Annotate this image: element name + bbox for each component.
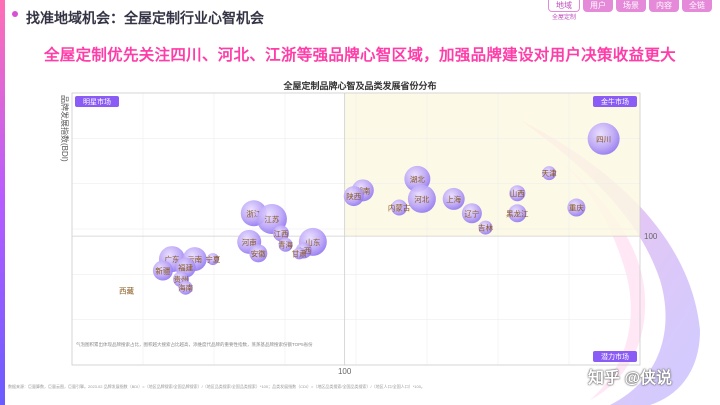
bubble-label: 山东	[305, 237, 320, 247]
bubble-point	[152, 260, 173, 281]
bubble-point	[273, 225, 290, 242]
bubble-label: 吉林	[478, 223, 493, 233]
nav-tab-scene[interactable]: 场景	[616, 0, 646, 12]
bubble-label: 上海	[446, 194, 461, 204]
bubble-label: 湖北	[410, 175, 425, 184]
bubble-point	[509, 185, 526, 202]
bubble-point	[587, 122, 620, 155]
page-title: 找准地域机会：全屋定制行业心智机会	[26, 10, 264, 26]
swoosh-shape	[520, 120, 700, 405]
bubble-label: 天津	[542, 169, 557, 178]
bubble-point	[478, 220, 493, 235]
bubble-label: 内蒙古	[388, 203, 411, 213]
title-bullet-icon	[12, 11, 18, 17]
bubble-label: 广东	[164, 254, 179, 264]
bubble-label: 黑龙江	[506, 208, 529, 218]
bubble-label: 福建	[178, 263, 193, 273]
bubble-label: 河南	[242, 237, 257, 247]
bubble-label: 西藏	[119, 286, 134, 296]
plot-frame	[71, 92, 641, 366]
bubble-label: 辽宁	[464, 208, 479, 218]
nav-tab-region-label: 地域	[556, 1, 572, 10]
bubble-point	[442, 187, 465, 210]
chart-footnote: 气泡图积累出体现品牌搜索占比，图积越大搜索占比越高，添维度代品牌的重要性指数，蒸…	[76, 342, 313, 347]
bubble-label: 四川	[596, 135, 611, 144]
bubble-point	[178, 280, 193, 295]
bubble-point	[508, 204, 527, 223]
bubble-label: 甘肃	[292, 248, 307, 258]
x-tick-label: 100	[338, 367, 352, 376]
bubble-label: 贵州	[174, 274, 189, 284]
nav-tab-fullchain[interactable]: 全链	[682, 0, 712, 12]
bubble-point	[278, 237, 293, 252]
bubble-label: 宁夏	[205, 254, 220, 264]
bubble-label: 浙江	[246, 208, 261, 218]
quadrant-label-cashcow-bg	[593, 96, 637, 107]
bubble-label: 海南	[178, 283, 193, 293]
nav-tab-region[interactable]: 地域 全屋定制	[548, 0, 580, 21]
quadrant-highlight	[344, 93, 640, 237]
watermark: 知乎 @侠说	[588, 370, 673, 387]
bubble-label: 河北	[414, 195, 429, 204]
nav-tab-user[interactable]: 用户	[583, 0, 613, 12]
bubble-label: 山西	[510, 188, 525, 198]
bubble-label: 江苏	[264, 214, 279, 224]
bubble-point	[206, 253, 219, 266]
quadrant-label-star-bg	[75, 96, 119, 107]
top-nav: 地域 全屋定制 用户 场景 内容 全链	[548, 0, 712, 21]
quadrant-label-potential: 潜力市场	[601, 352, 629, 361]
bubble-label: 湖南	[355, 185, 370, 195]
bubble-label: 江西	[274, 229, 289, 238]
bubble-point	[343, 186, 364, 207]
quadrant-label-star: 明星市场	[83, 97, 111, 106]
quadrant-label-cashcow: 金牛市场	[601, 97, 629, 106]
bubble-point	[293, 247, 306, 260]
bubble-label: 新疆	[155, 266, 170, 276]
bubble-label: 云南	[187, 254, 202, 264]
bubble-point	[542, 166, 557, 181]
quadrant-label-potential-bg	[593, 351, 637, 362]
bubble-point	[567, 198, 586, 217]
bubble-point	[249, 244, 268, 263]
y-tick-label: 100	[644, 232, 658, 241]
y-axis-label: 品牌发展指数(BDI)	[60, 95, 70, 162]
bubble-point	[461, 203, 482, 224]
chart-title: 全屋定制品牌心智及品类发展省份分布	[283, 81, 437, 91]
bubble-point	[391, 199, 408, 216]
left-accent-bar	[0, 0, 5, 405]
bubble-point	[407, 184, 436, 213]
headline: 全屋定制优先关注四川、河北、江浙等强品牌心智区域，加强品牌建设对用户决策收益更大	[43, 47, 676, 64]
bubble-label: 安徽	[251, 248, 266, 258]
bubble-label: 青海	[278, 240, 293, 250]
bubble-label: 陕西	[346, 191, 361, 201]
source-notes: 数据来源：巨量算数，巨量云图，巨量引擎。2023.02 品牌发展指数（BDI）=…	[8, 384, 425, 389]
nav-tab-region-sub: 全屋定制	[551, 15, 576, 21]
bubble-label: 重庆	[569, 203, 584, 213]
nav-tab-content[interactable]: 内容	[649, 0, 679, 12]
